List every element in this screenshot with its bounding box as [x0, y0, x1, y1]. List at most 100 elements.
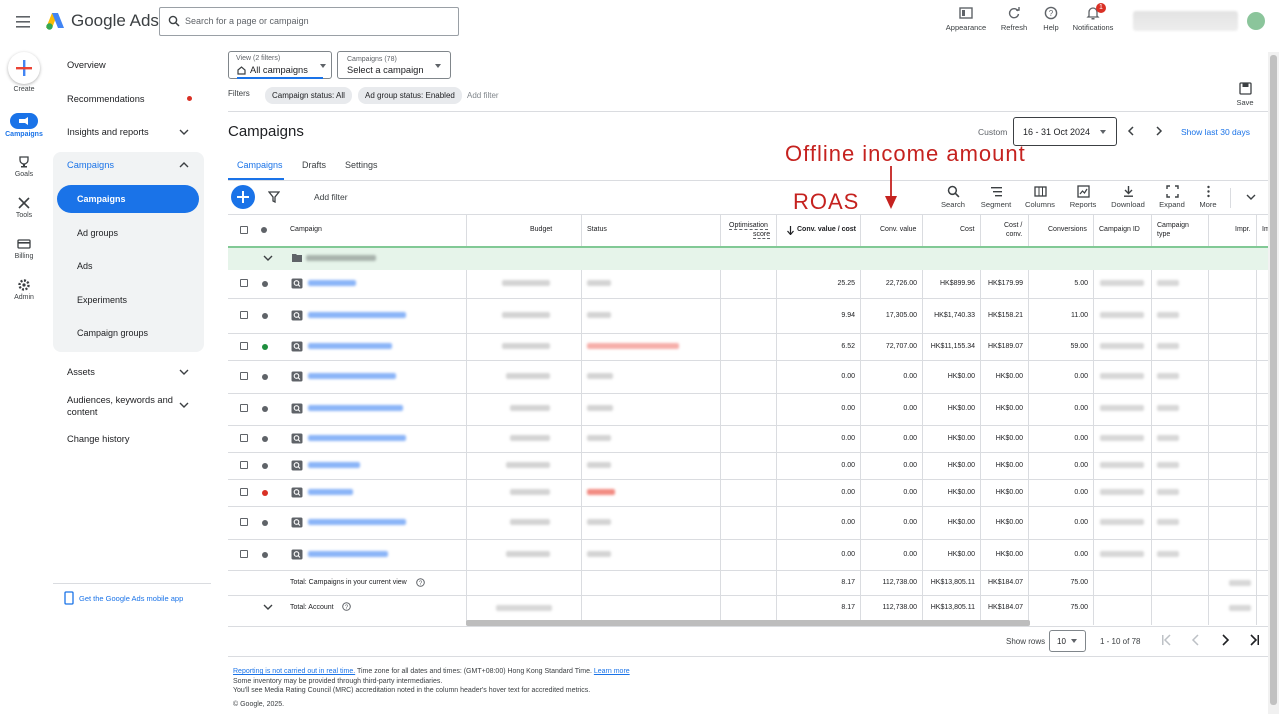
chevron-down-icon[interactable]: [1246, 193, 1256, 201]
status-dot[interactable]: [262, 463, 268, 469]
header-status[interactable]: Status: [587, 226, 607, 233]
prev-page-icon[interactable]: [1190, 634, 1202, 646]
header-campaign[interactable]: Campaign: [290, 226, 322, 233]
nav-audiences[interactable]: Audiences, keywords and content: [67, 395, 173, 417]
toolbar-add-filter[interactable]: Add filter: [314, 192, 348, 202]
header-campaign-id[interactable]: Campaign ID: [1099, 226, 1140, 233]
status-dot[interactable]: [262, 374, 268, 380]
rail-billing[interactable]: Billing: [0, 237, 48, 260]
chevron-down-icon[interactable]: [179, 128, 189, 136]
search-input[interactable]: Search for a page or campaign: [159, 7, 459, 36]
nav-sub-adgroups[interactable]: Ad groups: [77, 228, 119, 238]
row-checkbox[interactable]: [240, 404, 248, 412]
nav-overview[interactable]: Overview: [67, 60, 106, 70]
header-conv-value-cost[interactable]: Conv. value / cost: [797, 226, 856, 233]
nav-sub-experiments[interactable]: Experiments: [77, 295, 128, 305]
info-icon[interactable]: ?: [416, 578, 425, 587]
date-range-dropdown[interactable]: 16 - 31 Oct 2024: [1013, 117, 1117, 146]
learn-more-link[interactable]: Learn more: [593, 668, 630, 675]
reporting-link[interactable]: Reporting is not carried out in real tim…: [233, 668, 356, 675]
campaign-group-row[interactable]: [228, 246, 1268, 270]
rail-admin[interactable]: Admin: [0, 278, 48, 301]
header-optimisation[interactable]: Optimisation: [729, 222, 768, 230]
filter-chip-campaign-status[interactable]: Campaign status: All: [265, 87, 352, 104]
toolbar-reports[interactable]: Reports: [1063, 185, 1103, 209]
row-checkbox[interactable]: [240, 550, 248, 558]
nav-sub-campaigns[interactable]: Campaigns: [77, 194, 126, 204]
view-dropdown[interactable]: View (2 filters) All campaigns: [228, 51, 332, 79]
status-dot[interactable]: [262, 281, 268, 287]
next-page-icon[interactable]: [1219, 634, 1231, 646]
nav-insights[interactable]: Insights and reports: [67, 127, 149, 137]
header-conv-value[interactable]: Conv. value: [880, 226, 917, 233]
select-all-checkbox[interactable]: [240, 226, 248, 234]
row-checkbox[interactable]: [240, 518, 248, 526]
header-impressions[interactable]: Impr.: [1235, 226, 1251, 233]
first-page-icon[interactable]: [1161, 634, 1173, 646]
toolbar-more[interactable]: More: [1188, 185, 1228, 209]
campaign-select-dropdown[interactable]: Campaigns (78) Select a campaign: [337, 51, 451, 79]
rail-campaigns[interactable]: Campaigns: [0, 113, 48, 138]
nav-campaigns[interactable]: Campaigns: [67, 160, 115, 170]
nav-assets[interactable]: Assets: [67, 367, 95, 377]
campaign-name-redacted[interactable]: [308, 312, 406, 318]
toolbar-search[interactable]: Search: [933, 185, 973, 209]
campaign-name-redacted[interactable]: [308, 280, 356, 286]
status-dot[interactable]: [262, 344, 268, 350]
chevron-down-icon[interactable]: [263, 254, 273, 262]
filter-icon[interactable]: [268, 191, 280, 203]
header-extra[interactable]: Im: [1262, 226, 1270, 233]
save-button[interactable]: Save: [1230, 82, 1260, 107]
vertical-scrollbar[interactable]: [1270, 55, 1277, 705]
toolbar-columns[interactable]: Columns: [1020, 185, 1060, 209]
header-campaign-type[interactable]: Campaign: [1157, 222, 1189, 229]
last-page-icon[interactable]: [1248, 634, 1260, 646]
header-cost-per-conv-2[interactable]: conv.: [1006, 231, 1023, 238]
menu-icon[interactable]: [14, 12, 34, 32]
row-checkbox[interactable]: [240, 434, 248, 442]
campaign-name-redacted[interactable]: [308, 405, 403, 411]
tab-campaigns[interactable]: Campaigns: [237, 160, 283, 170]
campaign-name-redacted[interactable]: [308, 435, 406, 441]
avatar[interactable]: [1247, 12, 1265, 30]
horizontal-scrollbar[interactable]: [466, 620, 1030, 626]
filter-chip-adgroup-status[interactable]: Ad group status: Enabled: [358, 87, 462, 104]
chevron-up-icon[interactable]: [179, 161, 189, 169]
help-button[interactable]: ? Help: [1026, 4, 1076, 32]
row-checkbox[interactable]: [240, 311, 248, 319]
mobile-app-link[interactable]: Get the Google Ads mobile app: [79, 594, 184, 603]
header-budget[interactable]: Budget: [530, 226, 553, 233]
rail-tools[interactable]: Tools: [0, 196, 48, 219]
tab-settings[interactable]: Settings: [345, 160, 378, 170]
toolbar-download[interactable]: Download: [1108, 185, 1148, 209]
row-checkbox[interactable]: [240, 279, 248, 287]
refresh-button[interactable]: Refresh: [989, 4, 1039, 32]
row-checkbox[interactable]: [240, 342, 248, 350]
nav-sub-campaign-groups[interactable]: Campaign groups: [77, 328, 149, 338]
toolbar-segment[interactable]: Segment: [976, 185, 1016, 209]
campaign-name-redacted[interactable]: [308, 489, 353, 495]
rail-goals[interactable]: Goals: [0, 155, 48, 178]
info-icon[interactable]: ?: [342, 602, 351, 611]
chevron-left-icon[interactable]: [1126, 125, 1136, 137]
nav-sub-ads[interactable]: Ads: [77, 261, 93, 271]
add-campaign-button[interactable]: [231, 185, 255, 209]
status-dot[interactable]: [262, 406, 268, 412]
nav-sub-campaigns-selected[interactable]: [57, 185, 199, 213]
campaign-name-redacted[interactable]: [308, 343, 392, 349]
rows-per-page-dropdown[interactable]: 10: [1049, 630, 1086, 652]
chevron-down-icon[interactable]: [179, 368, 189, 376]
row-checkbox[interactable]: [240, 461, 248, 469]
status-dot[interactable]: [262, 490, 268, 496]
header-cost-per-conv[interactable]: Cost /: [1004, 222, 1023, 229]
chevron-down-icon[interactable]: [263, 603, 273, 611]
nav-change-history[interactable]: Change history: [67, 434, 130, 444]
header-cost[interactable]: Cost: [960, 226, 975, 233]
chevron-right-icon[interactable]: [1154, 125, 1164, 137]
notifications-button[interactable]: 1 Notifications: [1068, 3, 1118, 32]
tab-drafts[interactable]: Drafts: [302, 160, 327, 170]
show-last-30-days-link[interactable]: Show last 30 days: [1181, 127, 1250, 137]
appearance-button[interactable]: Appearance: [941, 4, 991, 32]
status-dot[interactable]: [262, 436, 268, 442]
sort-down-icon[interactable]: [787, 226, 794, 235]
